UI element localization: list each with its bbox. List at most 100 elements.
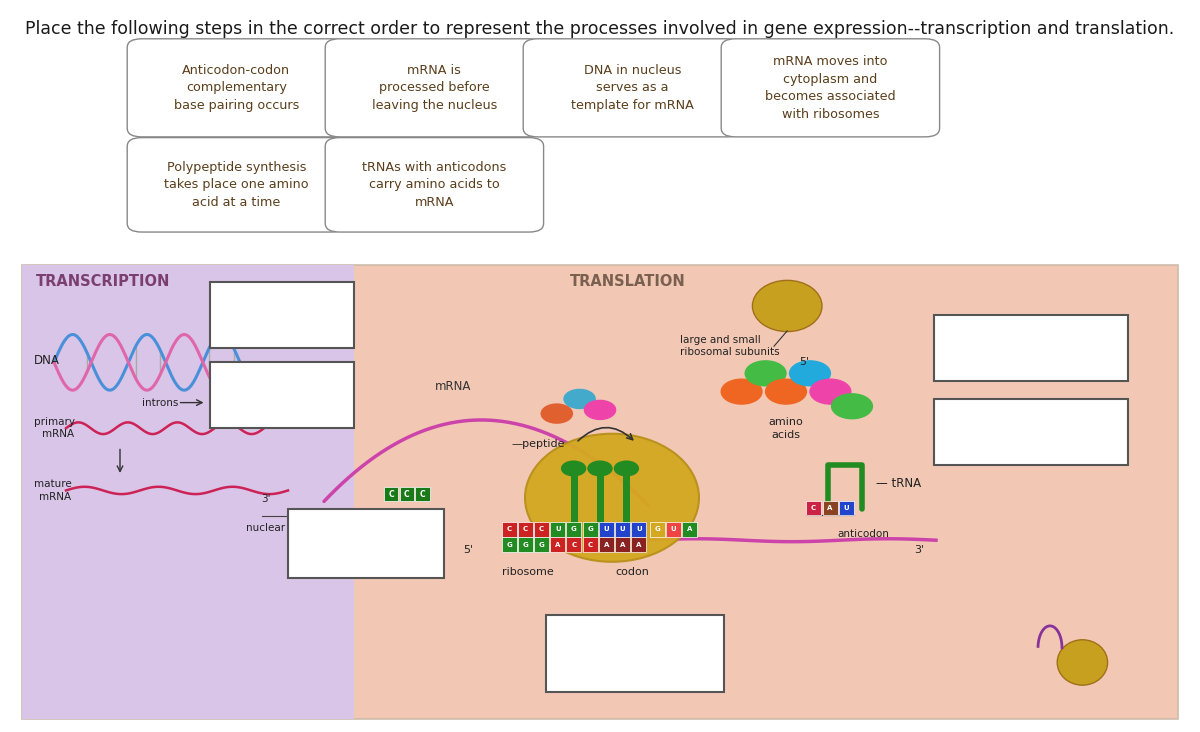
Bar [599,537,613,552]
Bar [599,522,613,537]
Circle shape [810,379,851,404]
Bar [934,399,1128,465]
Bar [631,522,647,537]
Text: ribosome: ribosome [502,567,553,578]
Circle shape [562,461,586,476]
Bar [616,522,630,537]
Text: 3': 3' [914,545,924,556]
Text: C: C [571,542,576,548]
Bar [546,615,724,692]
Text: nuclear pore: nuclear pore [246,523,312,534]
Text: C: C [523,526,528,532]
Bar [631,537,647,552]
Ellipse shape [1057,640,1108,685]
FancyBboxPatch shape [721,39,940,137]
Text: codon: codon [616,567,649,578]
Text: G: G [587,526,593,532]
Bar [839,501,854,515]
Circle shape [588,461,612,476]
Text: primary
mRNA: primary mRNA [34,417,74,439]
Bar [616,537,630,552]
Text: anticodon: anticodon [838,529,889,539]
Text: 3': 3' [262,494,271,504]
FancyBboxPatch shape [127,39,346,137]
Bar [566,537,581,552]
FancyBboxPatch shape [22,265,1178,719]
Text: G: G [539,542,545,548]
Circle shape [745,361,786,386]
Text: C: C [506,526,511,532]
Bar [666,522,680,537]
Circle shape [721,379,762,404]
Bar [210,282,354,348]
Bar [210,362,354,428]
Text: U: U [844,505,848,511]
Text: G: G [522,542,528,548]
Ellipse shape [752,280,822,332]
Text: tRNAs with anticodons
carry amino acids to
mRNA: tRNAs with anticodons carry amino acids … [362,161,506,209]
Text: A: A [688,526,692,532]
Text: TRANSLATION: TRANSLATION [570,274,685,288]
Circle shape [584,400,616,419]
Text: Polypeptide synthesis
takes place one amino
acid at a time: Polypeptide synthesis takes place one am… [164,161,308,209]
Bar [583,537,598,552]
Text: amino
acids: amino acids [769,417,803,440]
Text: Anticodon-codon
complementary
base pairing occurs: Anticodon-codon complementary base pairi… [174,64,299,112]
FancyBboxPatch shape [22,265,354,719]
Bar [518,522,533,537]
Bar [415,487,430,501]
Bar [566,522,581,537]
Text: A: A [556,542,560,548]
Text: large and small
ribosomal subunits: large and small ribosomal subunits [680,335,780,357]
Bar [683,522,697,537]
Bar [534,537,550,552]
FancyBboxPatch shape [127,138,346,232]
Text: C: C [404,490,409,498]
Text: U: U [619,526,625,532]
Text: mature
mRNA: mature mRNA [34,479,71,501]
Text: U: U [636,526,642,532]
Bar [518,537,533,552]
Ellipse shape [526,433,698,562]
Circle shape [832,394,872,419]
Text: U: U [554,526,560,532]
Text: G: G [654,526,660,532]
Bar [650,522,665,537]
Text: C: C [389,490,394,498]
FancyBboxPatch shape [523,39,742,137]
Text: 5': 5' [799,357,809,367]
Bar [583,522,598,537]
Text: Place the following steps in the correct order to represent the processes involv: Place the following steps in the correct… [25,20,1175,39]
Text: mRNA is
processed before
leaving the nucleus: mRNA is processed before leaving the nuc… [372,64,497,112]
Text: C: C [420,490,425,498]
Bar [400,487,414,501]
Bar [934,315,1128,381]
Bar [384,487,398,501]
Text: C: C [539,526,544,532]
Bar [806,501,822,515]
Circle shape [614,461,638,476]
Text: C: C [811,505,816,511]
Text: DNA in nucleus
serves as a
template for mRNA: DNA in nucleus serves as a template for … [571,64,694,112]
Text: G: G [571,526,577,532]
Text: G: G [506,542,512,548]
Text: DNA: DNA [34,354,60,367]
Bar [502,522,517,537]
Text: U: U [604,526,610,532]
FancyBboxPatch shape [325,39,544,137]
Bar [534,522,550,537]
Text: TRANSCRIPTION: TRANSCRIPTION [36,274,170,288]
Circle shape [564,389,595,408]
Circle shape [790,361,830,386]
Text: A: A [636,542,641,548]
Bar [502,537,517,552]
Text: A: A [604,542,608,548]
Text: U: U [671,526,677,532]
Circle shape [766,379,806,404]
Text: —peptide: —peptide [511,439,565,449]
Text: mRNA: mRNA [434,380,470,393]
Text: A: A [827,505,833,511]
Text: — tRNA: — tRNA [876,477,922,490]
Text: mRNA moves into
cytoplasm and
becomes associated
with ribosomes: mRNA moves into cytoplasm and becomes as… [766,55,895,121]
Bar [823,501,838,515]
